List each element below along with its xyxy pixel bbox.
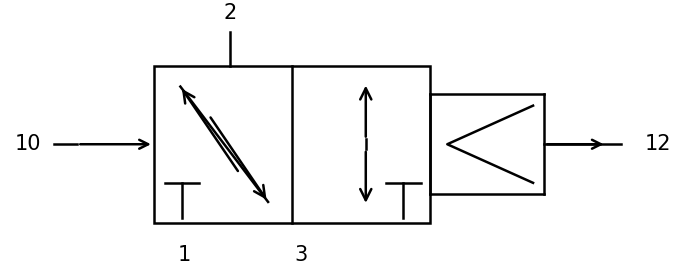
Text: 10: 10 [15,134,41,154]
Text: 3: 3 [295,245,308,265]
Text: 12: 12 [644,134,671,154]
Text: 2: 2 [223,3,237,23]
Text: 1: 1 [177,245,191,265]
